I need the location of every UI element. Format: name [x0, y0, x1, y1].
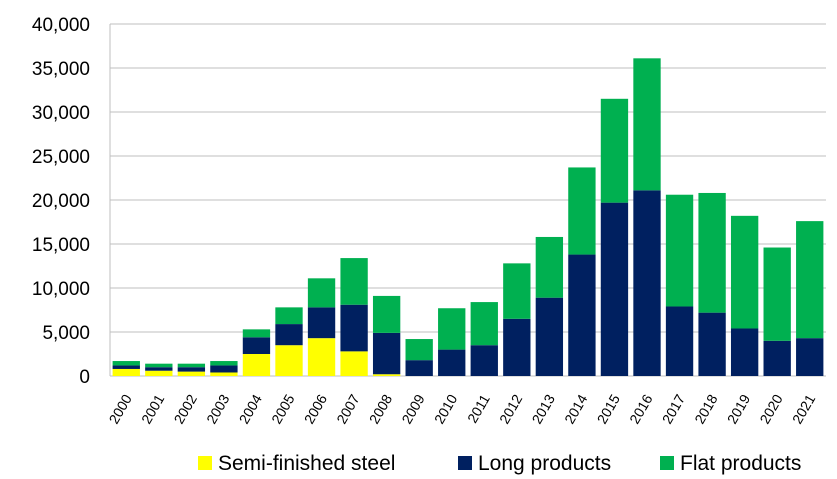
y-tick-label: 15,000 — [32, 235, 90, 256]
x-tick-label: 2011 — [464, 391, 493, 425]
bar-flat-products-2009 — [405, 339, 433, 361]
bar-long-products-2002 — [177, 367, 206, 372]
x-tick-label: 2001 — [138, 391, 168, 426]
bar-long-products-2021 — [796, 338, 824, 376]
bar-flat-products-2020 — [763, 247, 791, 341]
y-tick-label: 40,000 — [32, 15, 90, 36]
bar-semi-finished-steel-2008 — [372, 374, 401, 376]
bar-long-products-2004 — [242, 337, 271, 354]
x-tick-label: 2002 — [171, 391, 201, 426]
x-tick-label: 2009 — [398, 391, 428, 426]
x-tick-label: 2014 — [561, 391, 591, 426]
bar-long-products-2003 — [210, 365, 238, 373]
x-tick-label: 2006 — [301, 391, 331, 426]
y-tick-label: 10,000 — [32, 279, 90, 300]
gridlines — [110, 23, 826, 377]
bar-flat-products-2003 — [210, 361, 238, 366]
x-tick-label: 2015 — [594, 391, 624, 426]
bar-flat-products-2016 — [633, 58, 661, 191]
bar-flat-products-2018 — [698, 192, 726, 313]
bar-long-products-2014 — [568, 254, 596, 376]
bar-flat-products-2007 — [340, 258, 368, 305]
x-tick-label: 2017 — [659, 391, 689, 426]
y-tick-label: 30,000 — [32, 103, 90, 124]
bar-long-products-2006 — [307, 307, 336, 339]
bar-flat-products-2000 — [112, 361, 140, 366]
legend-swatch — [458, 456, 472, 470]
bar-flat-products-2004 — [242, 329, 271, 338]
bar-long-products-2018 — [698, 312, 726, 376]
bar-long-products-2015 — [600, 202, 629, 376]
bar-semi-finished-steel-2000 — [112, 368, 140, 376]
bar-flat-products-2010 — [438, 308, 466, 350]
bar-flat-products-2006 — [307, 278, 336, 308]
bars — [112, 58, 824, 376]
bar-long-products-2020 — [763, 340, 791, 376]
bar-flat-products-2001 — [145, 363, 173, 368]
bar-flat-products-2012 — [503, 263, 531, 319]
x-tick-label: 2004 — [236, 391, 266, 426]
bar-long-products-2001 — [145, 367, 173, 371]
bar-long-products-2007 — [340, 304, 368, 352]
bar-long-products-2017 — [665, 306, 694, 376]
bar-long-products-2000 — [112, 365, 140, 369]
x-tick-label: 2003 — [203, 391, 233, 426]
y-tick-label: 0 — [79, 367, 90, 388]
bar-flat-products-2013 — [535, 236, 564, 298]
x-tick-label: 2019 — [724, 391, 754, 426]
bar-flat-products-2017 — [665, 194, 694, 307]
legend-swatch — [660, 456, 674, 470]
bar-flat-products-2021 — [796, 221, 824, 339]
bar-long-products-2019 — [730, 328, 759, 376]
bar-flat-products-2014 — [568, 167, 596, 255]
x-tick-label: 2016 — [626, 391, 656, 426]
legend-swatch — [198, 456, 212, 470]
bar-semi-finished-steel-2004 — [242, 354, 271, 376]
x-tick-label: 2013 — [529, 391, 559, 426]
bar-semi-finished-steel-2002 — [177, 371, 206, 376]
bar-semi-finished-steel-2003 — [210, 372, 238, 376]
x-tick-label: 2020 — [756, 391, 786, 426]
bar-long-products-2012 — [503, 318, 531, 376]
bar-flat-products-2002 — [177, 363, 206, 368]
x-tick-label: 2010 — [431, 391, 461, 426]
legend-label: Long products — [478, 452, 611, 475]
bar-flat-products-2011 — [470, 302, 498, 346]
bar-flat-products-2019 — [730, 215, 759, 329]
x-tick-label: 2008 — [366, 391, 396, 426]
bar-semi-finished-steel-2001 — [145, 370, 173, 376]
legend-label: Semi-finished steel — [218, 452, 395, 475]
bar-long-products-2013 — [535, 297, 564, 376]
bar-flat-products-2008 — [372, 295, 401, 333]
bar-semi-finished-steel-2005 — [275, 345, 303, 376]
x-axis: 2000 2001 2002 2003 2004 2005 2006 2007 2008 2009… — [105, 391, 818, 426]
legend-label: Flat products — [680, 452, 801, 475]
x-tick-label: 2000 — [105, 391, 135, 426]
legend: Semi-finished steel Long products Flat pro… — [198, 452, 801, 475]
y-tick-label: 35,000 — [32, 59, 90, 80]
bar-semi-finished-steel-2007 — [340, 351, 368, 376]
bar-long-products-2016 — [633, 190, 661, 376]
y-tick-label: 25,000 — [32, 147, 90, 168]
x-tick-label: 2021 — [789, 391, 819, 426]
x-tick-label: 2012 — [496, 391, 526, 426]
bar-flat-products-2005 — [275, 307, 303, 325]
x-tick-label: 2007 — [333, 391, 363, 426]
bar-long-products-2008 — [372, 332, 401, 375]
bar-long-products-2010 — [438, 349, 466, 376]
x-tick-label: 2005 — [268, 391, 298, 426]
bar-long-products-2005 — [275, 324, 303, 346]
x-tick-label: 2018 — [691, 391, 721, 426]
y-tick-label: 20,000 — [32, 191, 90, 212]
bar-flat-products-2015 — [600, 98, 629, 203]
y-tick-label: 5,000 — [42, 323, 90, 344]
bar-long-products-2011 — [470, 345, 498, 376]
bar-long-products-2009 — [405, 360, 433, 376]
bar-semi-finished-steel-2006 — [307, 338, 336, 376]
